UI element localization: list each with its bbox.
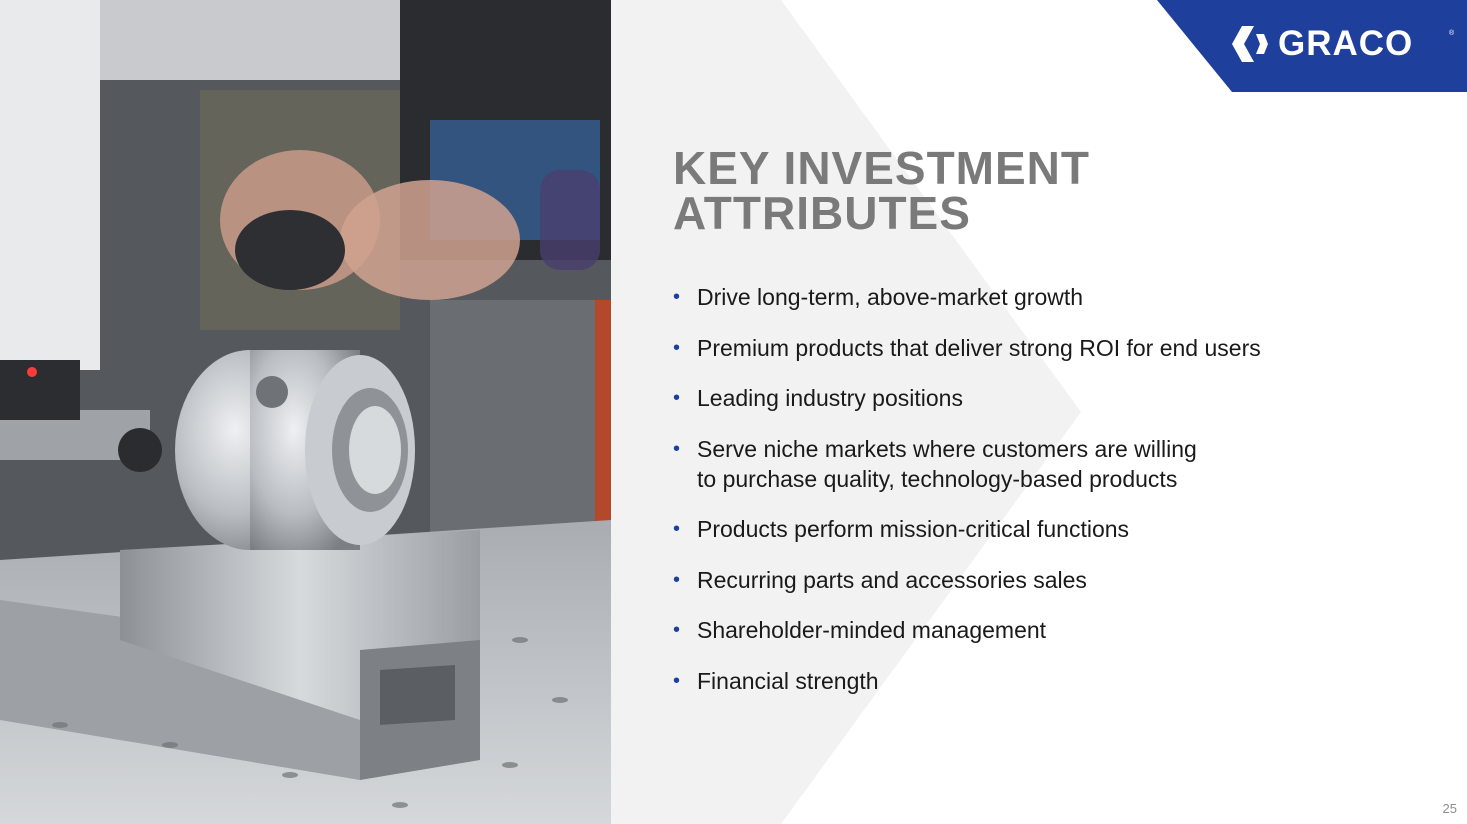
graco-logo-text: GRACO: [1278, 24, 1414, 63]
slide-title-line-1: KEY INVESTMENT: [673, 142, 1090, 194]
list-item: • Shareholder-minded management: [673, 615, 1433, 645]
list-item-text: Financial strength: [697, 667, 879, 694]
list-item-text: Recurring parts and accessories sales: [697, 566, 1087, 593]
photo-illustration: [0, 0, 611, 824]
slide-title: KEY INVESTMENT ATTRIBUTES: [673, 142, 1393, 239]
list-item-text: Premium products that deliver strong ROI…: [697, 334, 1261, 361]
list-item-text: Products perform mission-critical functi…: [697, 516, 1130, 542]
list-item: • Products perform mission-critical func…: [673, 514, 1433, 544]
bullet-icon: •: [673, 387, 681, 409]
photo-machined-part: [0, 0, 611, 824]
list-item: • Serve niche markets where customers ar…: [673, 434, 1433, 494]
bullet-icon: •: [673, 336, 681, 359]
registered-mark: ®: [1449, 30, 1455, 37]
list-item-text: Leading industry positions: [697, 385, 963, 411]
logo-band: [1157, 0, 1467, 92]
attributes-list: • Drive long-term, above-market growth •…: [673, 282, 1433, 716]
list-item: • Financial strength: [673, 666, 1433, 696]
bullet-icon: •: [673, 437, 681, 460]
list-item-text: Shareholder-minded management: [697, 617, 1047, 643]
slide-title-line-2: ATTRIBUTES: [673, 187, 971, 239]
graco-logo-icon: [1232, 26, 1268, 62]
list-item: • Recurring parts and accessories sales: [673, 565, 1433, 595]
bullet-icon: •: [673, 619, 681, 641]
list-item-text-continued: to purchase quality, technology-based pr…: [697, 465, 1178, 492]
page-number: 25: [1442, 801, 1457, 816]
background-chevron: [611, 0, 1081, 824]
list-item-text: Drive long-term, above-market growth: [697, 284, 1084, 310]
bullet-icon: •: [673, 286, 681, 308]
list-item: • Premium products that deliver strong R…: [673, 333, 1433, 363]
list-item: • Drive long-term, above-market growth: [673, 282, 1433, 312]
bullet-icon: •: [673, 669, 681, 692]
bullet-icon: •: [673, 518, 681, 540]
list-item: • Leading industry positions: [673, 383, 1433, 413]
bullet-icon: •: [673, 568, 681, 591]
list-item-text: Serve niche markets where customers are …: [697, 435, 1197, 462]
